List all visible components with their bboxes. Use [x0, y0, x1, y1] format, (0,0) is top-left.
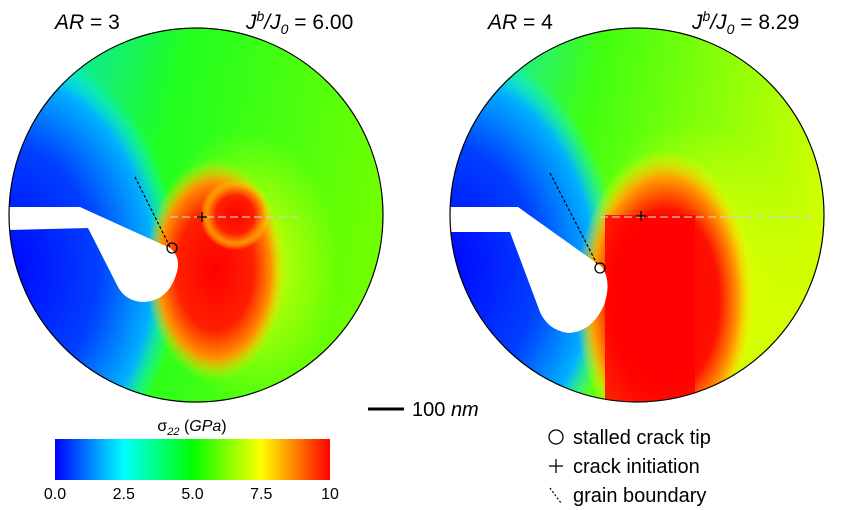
panel-outline-right [449, 27, 825, 403]
legend-label: stalled crack tip [573, 427, 711, 449]
stalled-crack-tip-marker-right [594, 262, 606, 274]
colorbar-title: σ22 (GPa) [157, 418, 226, 438]
colorbar-tick-label: 10 [321, 486, 339, 503]
colorbar-tick-label: 7.5 [250, 486, 272, 503]
panel-outline-left [8, 27, 384, 403]
legend-dashed-line-icon [549, 487, 562, 504]
legend-circle-icon [548, 429, 564, 445]
colorbar-tick-label: 0.0 [44, 486, 66, 503]
legend-plus-icon [549, 459, 563, 473]
legend-item-crack-initiation: crack initiation [549, 456, 700, 478]
stress-field-panel-left: AR = 3 Jb/J0 = 6.00 [8, 8, 384, 403]
colorbar: σ22 (GPa) 0.0 2.5 5.0 7.5 10 [44, 418, 339, 503]
stress-field-panel-right: AR = 4 Jb/J0 = 8.29 [449, 8, 825, 403]
flux-ratio-label-left: Jb/J0 = 6.00 [245, 8, 353, 37]
aspect-ratio-label-left: AR = 3 [53, 11, 120, 34]
crack-notch-left [9, 207, 178, 302]
svg-text:100 nm: 100 nm [412, 399, 479, 421]
colorbar-gradient [55, 439, 330, 480]
crack-notch-right [450, 207, 608, 333]
scale-bar: 100 nm [368, 399, 479, 421]
legend-item-grain-boundary: grain boundary [549, 485, 706, 507]
legend-item-stalled-crack-tip: stalled crack tip [548, 427, 711, 449]
flux-ratio-label-right: Jb/J0 = 8.29 [691, 8, 799, 37]
scale-bar-unit: nm [451, 399, 479, 421]
aspect-ratio-label-right: AR = 4 [486, 11, 553, 34]
grain-boundary-left [134, 176, 171, 248]
legend-label: crack initiation [573, 456, 700, 478]
grain-boundary-right [549, 172, 599, 267]
legend: stalled crack tip crack initiation grain… [548, 427, 711, 507]
colorbar-tick-label: 5.0 [181, 486, 203, 503]
colorbar-tick-label: 2.5 [113, 486, 135, 503]
crack-initiation-marker-right [636, 211, 646, 221]
legend-label: grain boundary [573, 485, 706, 507]
scale-bar-value: 100 [412, 399, 445, 421]
crack-initiation-marker-left [197, 212, 207, 222]
stalled-crack-tip-marker-left [166, 242, 178, 254]
